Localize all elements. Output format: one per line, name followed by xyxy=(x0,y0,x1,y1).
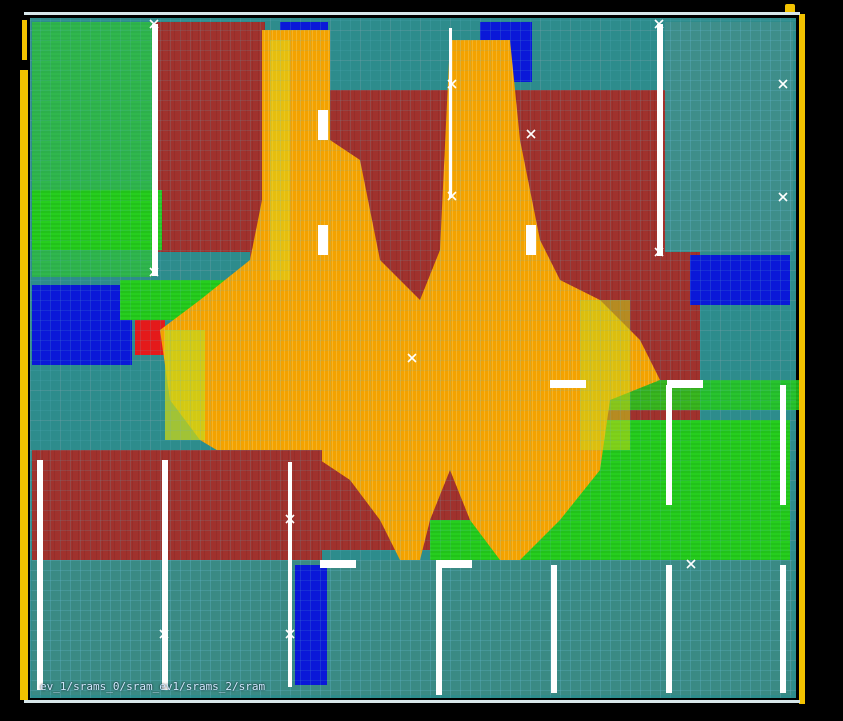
sram-macro[interactable] xyxy=(318,225,328,255)
sram-macro[interactable] xyxy=(436,565,442,695)
macro-pin-icon xyxy=(778,79,788,89)
io-pad-icon xyxy=(785,4,795,14)
macro-pin-icon xyxy=(526,129,536,139)
sram-macro[interactable] xyxy=(667,380,703,388)
macro-pin-icon xyxy=(149,267,159,277)
macro-pin-icon xyxy=(447,79,457,89)
io-pad-rails xyxy=(20,4,805,704)
sram-macro[interactable] xyxy=(162,460,168,690)
macro-pin-icon xyxy=(407,353,417,363)
sram-macro[interactable] xyxy=(526,225,536,255)
macro-pin-icon xyxy=(686,559,696,569)
sram-macro[interactable] xyxy=(780,385,786,505)
io-pad-icon xyxy=(799,14,805,704)
macro-pin-icon xyxy=(654,247,664,257)
macro-pin-icon xyxy=(778,192,788,202)
io-pad-icon xyxy=(20,70,28,700)
sram-macro[interactable] xyxy=(657,24,663,256)
macro-pin-icon xyxy=(159,629,169,639)
sram-macro[interactable] xyxy=(320,560,356,568)
sram-macro[interactable] xyxy=(288,462,292,687)
io-pad-icon xyxy=(22,20,27,60)
sram-macro[interactable] xyxy=(436,560,472,568)
macro-pin-icon xyxy=(447,191,457,201)
sram-macros[interactable] xyxy=(37,24,786,695)
macro-pin-icon xyxy=(285,514,295,524)
sram-macro[interactable] xyxy=(780,565,786,693)
macro-pin-icon xyxy=(285,629,295,639)
sram-macro[interactable] xyxy=(666,385,672,505)
sram-macro[interactable] xyxy=(37,460,43,690)
sram-macro[interactable] xyxy=(666,565,672,693)
macro-pin-markers xyxy=(149,19,788,639)
sram-macro[interactable] xyxy=(550,380,586,388)
instance-label: ev_1/srams_0/sram_ev1/srams_2/sram xyxy=(40,680,266,693)
die-area xyxy=(30,18,800,698)
macro-pin-icon xyxy=(149,19,159,29)
sram-macro[interactable] xyxy=(152,24,158,276)
sram-macro[interactable] xyxy=(551,565,557,693)
sram-macro[interactable] xyxy=(318,110,328,140)
sram-macro[interactable] xyxy=(449,28,452,198)
macro-pin-icon xyxy=(654,19,664,29)
